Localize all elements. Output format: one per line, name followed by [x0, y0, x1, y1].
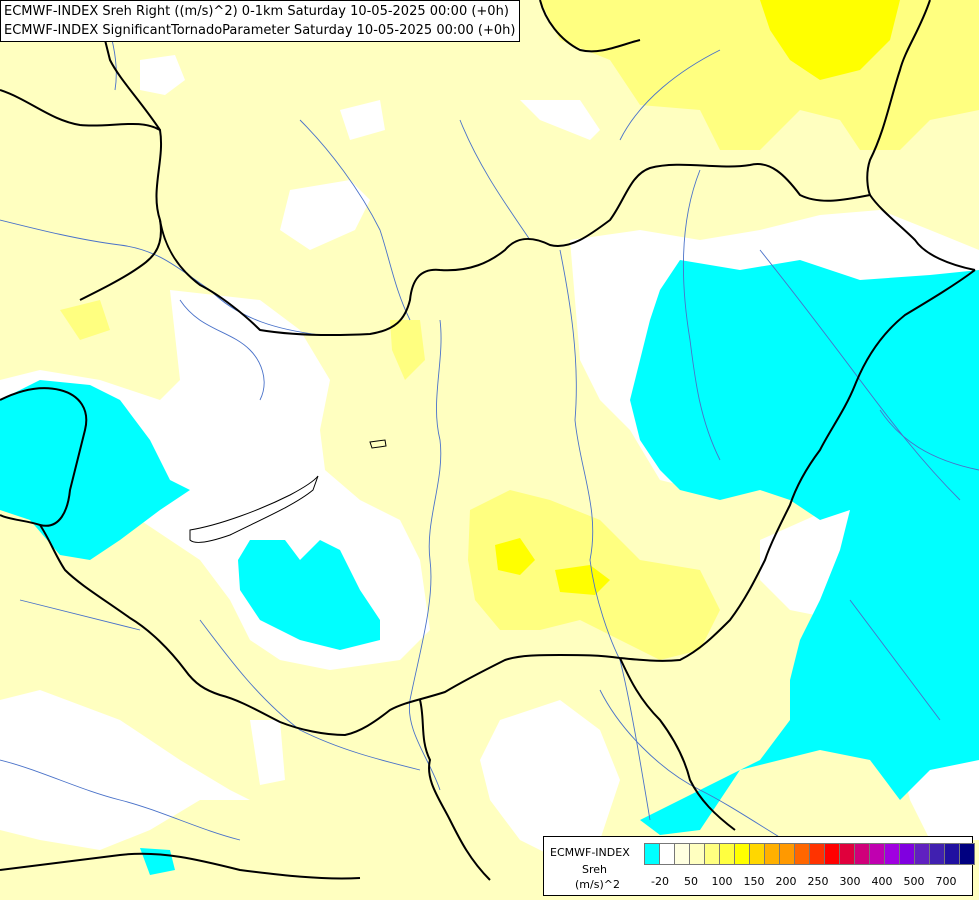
white-zone-south-2 — [250, 720, 285, 785]
legend-tick-label: 300 — [839, 875, 861, 888]
legend-tick-label: 150 — [743, 875, 765, 888]
legend-swatch — [869, 843, 885, 865]
legend-unit: (m/s)^2 — [575, 878, 620, 891]
legend-tick-label: 100 — [711, 875, 733, 888]
legend-swatch — [959, 843, 975, 865]
legend-tick-label: 50 — [684, 875, 698, 888]
legend-swatch — [749, 843, 765, 865]
legend-swatch — [899, 843, 915, 865]
legend-variable: Sreh — [582, 863, 608, 876]
yellow-core-central — [495, 538, 535, 575]
legend-tick-label: 400 — [871, 875, 893, 888]
title-line-sreh: ECMWF-INDEX Sreh Right ((m/s)^2) 0-1km S… — [4, 4, 509, 19]
lake-balaton — [189, 475, 319, 543]
white-zone-north-2 — [340, 100, 385, 140]
white-zone-north-3 — [520, 100, 600, 140]
small-lake — [369, 439, 387, 449]
white-zone-north-1 — [140, 55, 185, 95]
yellow-small-patch — [390, 320, 425, 380]
legend-swatch — [704, 843, 720, 865]
cyan-zone-east — [630, 260, 979, 835]
legend-swatch — [929, 843, 945, 865]
legend-swatch — [779, 843, 795, 865]
legend-swatch — [944, 843, 960, 865]
legend-swatch — [719, 843, 735, 865]
legend-swatch — [794, 843, 810, 865]
legend-tick-label: 200 — [775, 875, 797, 888]
legend-swatch — [674, 843, 690, 865]
yellow-core-central-2 — [555, 565, 610, 595]
yellow-small-patch-west — [60, 300, 110, 340]
legend-swatch — [884, 843, 900, 865]
title-line-stp: ECMWF-INDEX SignificantTornadoParameter … — [4, 23, 516, 38]
legend-swatches — [644, 843, 975, 865]
white-zone-north-4 — [280, 180, 370, 250]
map-title-box: ECMWF-INDEX Sreh Right ((m/s)^2) 0-1km S… — [0, 0, 521, 42]
legend-swatch — [734, 843, 750, 865]
legend-swatch — [644, 843, 660, 865]
legend-tick-label: -20 — [651, 875, 669, 888]
cyan-zone-center-west — [238, 540, 380, 650]
legend-swatch — [659, 843, 675, 865]
color-legend: ECMWF-INDEX Sreh (m/s)^2 -20 50 100 150 200 2… — [543, 836, 975, 896]
white-zone-south — [480, 700, 620, 860]
legend-swatch — [914, 843, 930, 865]
cyan-zone-west — [0, 380, 190, 560]
legend-swatch — [764, 843, 780, 865]
white-zone-southwest — [0, 690, 250, 850]
yellow-core-northeast — [760, 0, 900, 80]
legend-tick-label: 500 — [903, 875, 925, 888]
legend-swatch — [689, 843, 705, 865]
legend-swatch — [824, 843, 840, 865]
legend-swatch — [809, 843, 825, 865]
legend-swatch — [839, 843, 855, 865]
legend-swatch — [854, 843, 870, 865]
legend-ticks: -20 50 100 150 200 250 300 400 500 700 — [644, 875, 974, 889]
legend-title: ECMWF-INDEX — [550, 846, 630, 859]
legend-tick-label: 250 — [807, 875, 829, 888]
legend-tick-label: 700 — [935, 875, 957, 888]
country-borders — [0, 0, 976, 881]
